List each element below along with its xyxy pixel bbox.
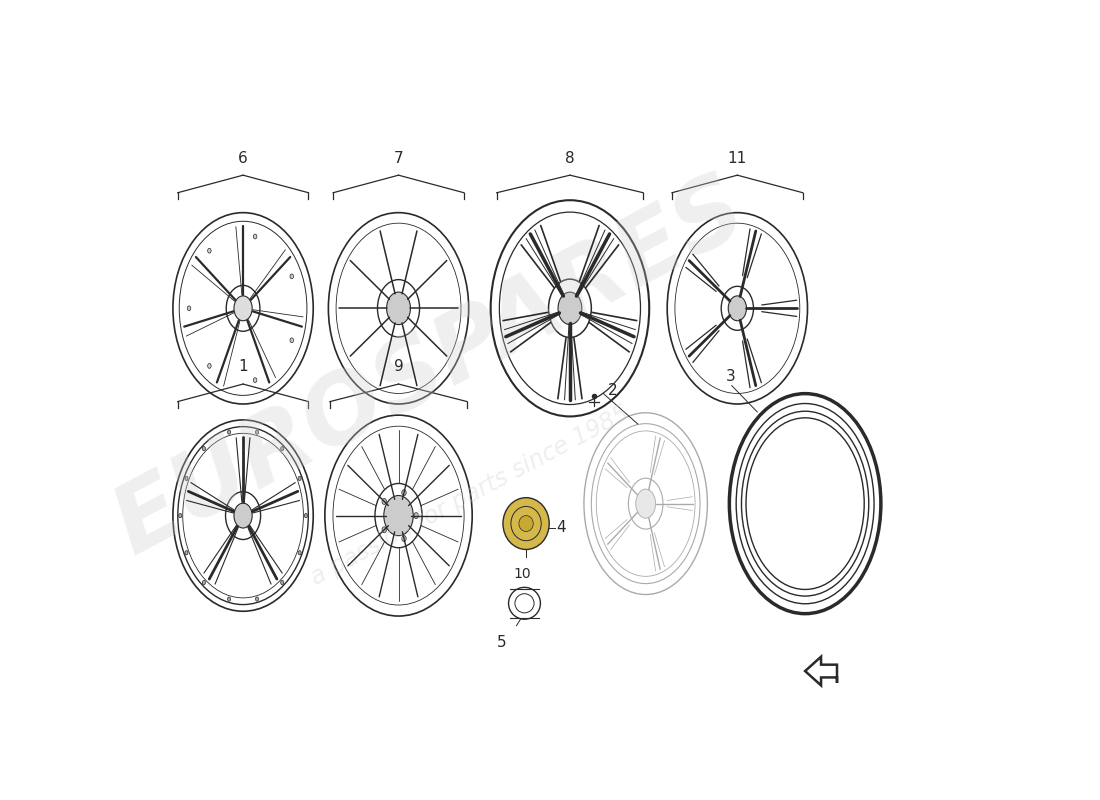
Ellipse shape: [384, 495, 414, 536]
Ellipse shape: [253, 234, 256, 239]
Ellipse shape: [298, 550, 301, 555]
Ellipse shape: [728, 296, 747, 321]
Text: a passion for parts since 1985: a passion for parts since 1985: [307, 402, 634, 590]
Text: 2: 2: [608, 383, 618, 398]
Ellipse shape: [290, 338, 294, 342]
Text: 6: 6: [239, 150, 248, 166]
Ellipse shape: [202, 446, 206, 450]
Ellipse shape: [253, 378, 256, 382]
Text: 1: 1: [239, 359, 248, 374]
Ellipse shape: [255, 597, 258, 601]
Ellipse shape: [402, 535, 406, 542]
Ellipse shape: [382, 526, 386, 533]
Ellipse shape: [228, 430, 231, 434]
Ellipse shape: [234, 296, 252, 321]
Ellipse shape: [519, 515, 534, 531]
Ellipse shape: [255, 430, 258, 434]
Ellipse shape: [402, 490, 406, 496]
Ellipse shape: [636, 489, 656, 518]
Text: 5: 5: [497, 635, 507, 650]
Ellipse shape: [503, 498, 549, 550]
Ellipse shape: [208, 248, 211, 253]
Ellipse shape: [558, 292, 582, 325]
Ellipse shape: [386, 292, 410, 325]
Text: 9: 9: [394, 359, 404, 374]
Text: 10: 10: [514, 567, 531, 582]
Ellipse shape: [202, 581, 206, 585]
Text: 7: 7: [394, 150, 404, 166]
Ellipse shape: [234, 503, 252, 528]
Ellipse shape: [187, 306, 190, 310]
Ellipse shape: [280, 446, 284, 450]
Text: 4: 4: [557, 520, 566, 535]
Text: EUROSPARES: EUROSPARES: [99, 163, 761, 574]
Ellipse shape: [185, 476, 188, 481]
Text: 11: 11: [728, 150, 747, 166]
Ellipse shape: [185, 550, 188, 555]
Ellipse shape: [298, 476, 301, 481]
Ellipse shape: [305, 514, 307, 518]
Ellipse shape: [280, 581, 284, 585]
Ellipse shape: [228, 597, 231, 601]
Text: 8: 8: [565, 150, 574, 166]
Ellipse shape: [290, 274, 294, 278]
Ellipse shape: [382, 498, 386, 505]
Ellipse shape: [414, 513, 418, 518]
Text: 3: 3: [725, 369, 735, 384]
Ellipse shape: [178, 514, 182, 518]
Ellipse shape: [208, 363, 211, 368]
